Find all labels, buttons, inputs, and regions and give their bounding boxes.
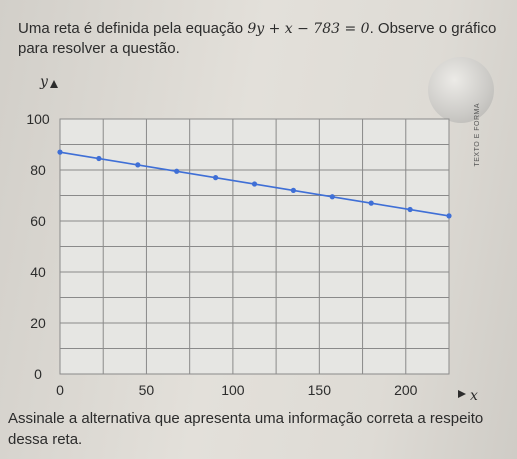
data-point — [290, 187, 296, 193]
data-point — [96, 155, 102, 162]
question-intro: Uma reta é definida pela equação — [18, 20, 244, 37]
data-point — [329, 194, 335, 200]
line-equation: 9y + x − 783 = 0 — [247, 21, 370, 37]
x-tick-label: 50 — [139, 382, 155, 398]
question-outro: . Observe o gráfico para resolver a ques… — [18, 20, 497, 57]
x-axis-label: x — [470, 388, 478, 404]
data-point — [251, 181, 258, 187]
question-prompt: Assinale a alternativa que apresenta uma… — [8, 410, 484, 448]
x-tick-label: 100 — [221, 382, 245, 398]
x-tick-label: 0 — [56, 382, 64, 398]
data-point — [213, 175, 219, 181]
data-point — [174, 168, 180, 174]
y-tick-label: 0 — [34, 366, 42, 382]
data-point — [57, 149, 63, 155]
x-axis-arrow — [458, 390, 466, 398]
y-axis-arrow — [50, 80, 58, 88]
publisher-logo — [428, 57, 494, 123]
y-tick-label: 60 — [30, 213, 46, 229]
data-point — [368, 200, 374, 206]
data-point — [446, 213, 452, 219]
data-point — [407, 206, 413, 213]
y-axis-label: y — [39, 74, 49, 90]
y-tick-label: 80 — [30, 162, 46, 178]
y-tick-label: 40 — [30, 264, 46, 280]
y-tick-label: 20 — [30, 315, 46, 331]
x-tick-label: 150 — [308, 382, 332, 398]
y-tick-label: 100 — [26, 111, 50, 127]
data-point — [135, 162, 141, 168]
question-text: Uma reta é definida pela equação 9y + x … — [18, 19, 508, 59]
x-tick-label: 200 — [394, 382, 418, 398]
